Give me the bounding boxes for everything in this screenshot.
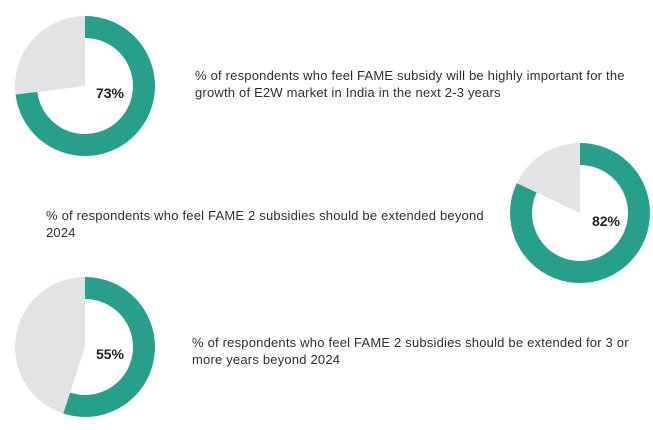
donut-value-slice — [510, 143, 650, 283]
donut-chart-82 — [510, 143, 650, 283]
donut-value-label: 73% — [95, 85, 125, 101]
stat-caption: % of respondents who feel FAME subsidy w… — [195, 68, 625, 100]
donut-remainder-slice — [14, 277, 86, 414]
donut-remainder-slice — [516, 143, 580, 213]
donut-chart-55 — [14, 277, 155, 417]
stat-caption: % of respondents who feel FAME 2 subsidi… — [192, 335, 629, 367]
donut-value-label: 82% — [591, 213, 621, 229]
donut-value-label: 55% — [95, 346, 125, 362]
donut-remainder-slice — [14, 16, 85, 95]
stat-caption: % of respondents who feel FAME 2 subsidi… — [46, 208, 484, 240]
donut-chart-73 — [14, 16, 155, 156]
donut-value-slice — [15, 16, 155, 156]
donut-value-slice — [15, 277, 155, 417]
